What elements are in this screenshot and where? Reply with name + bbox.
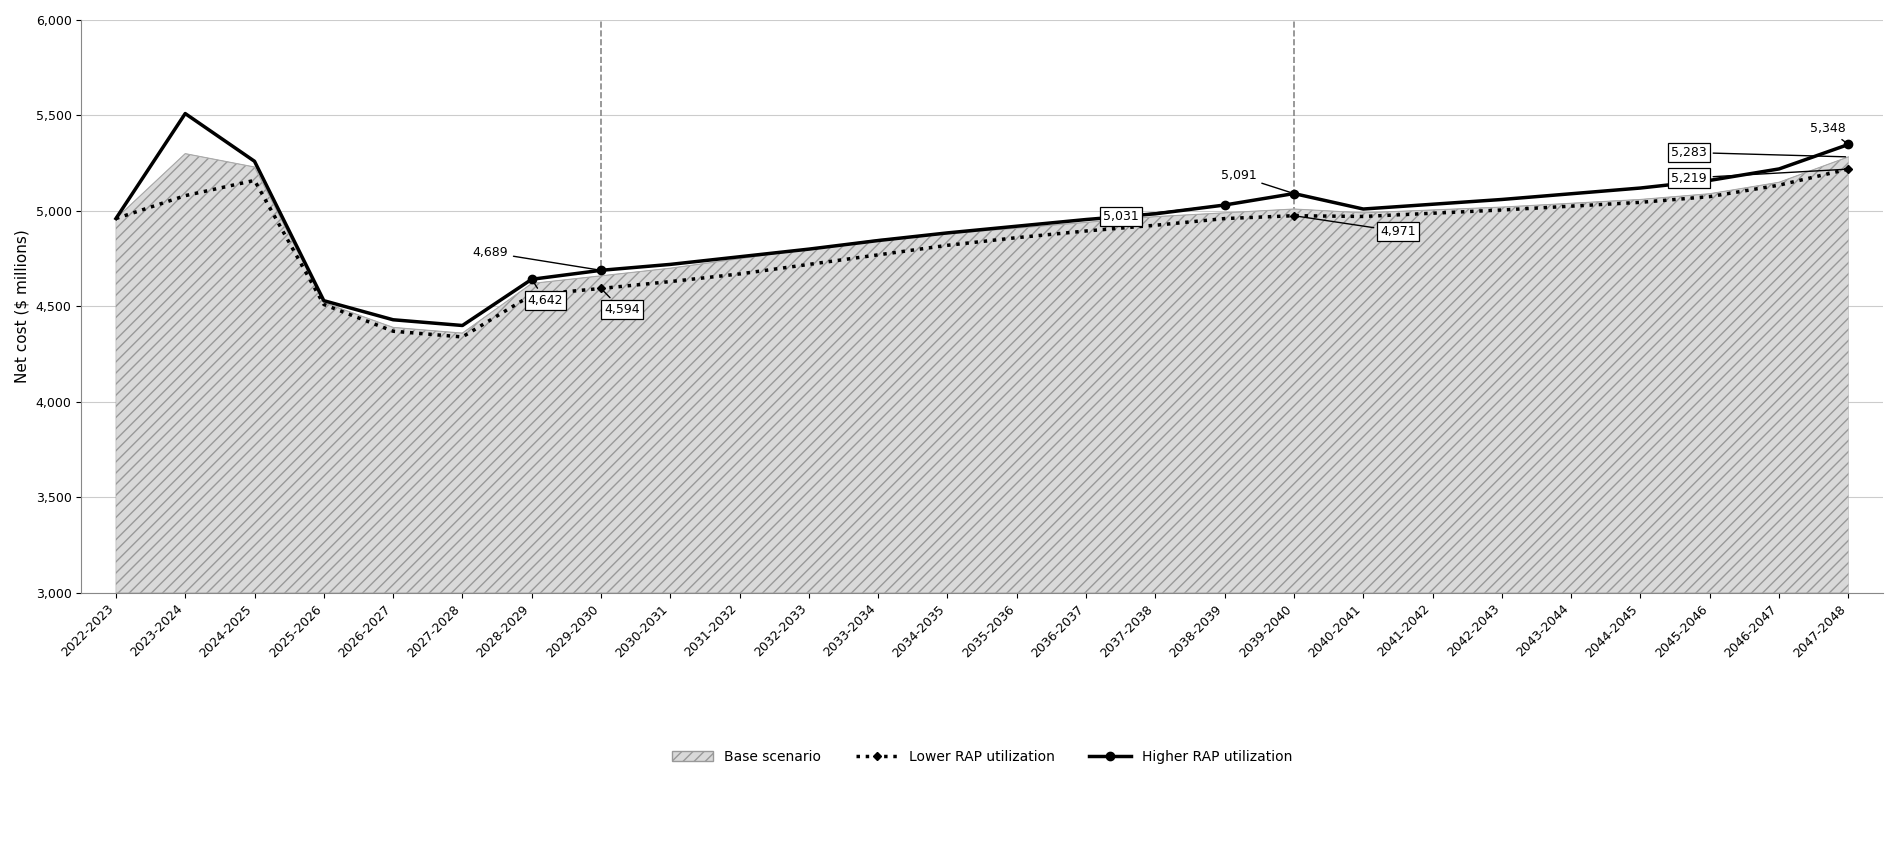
Higher RAP utilization bbox=[175, 109, 197, 119]
Higher RAP utilization bbox=[1006, 221, 1029, 232]
Higher RAP utilization bbox=[520, 274, 543, 285]
Higher RAP utilization bbox=[729, 252, 752, 262]
Lower RAP utilization bbox=[1144, 221, 1167, 231]
Lower RAP utilization bbox=[1006, 232, 1029, 242]
Lower RAP utilization bbox=[590, 284, 613, 294]
Lower RAP utilization bbox=[381, 326, 404, 336]
Lower RAP utilization bbox=[1213, 214, 1236, 224]
Higher RAP utilization bbox=[1351, 204, 1374, 214]
Higher RAP utilization bbox=[1283, 189, 1306, 199]
Lower RAP utilization bbox=[867, 250, 890, 260]
Higher RAP utilization bbox=[243, 157, 266, 167]
Higher RAP utilization bbox=[1767, 164, 1790, 174]
Text: 5,348: 5,348 bbox=[1809, 122, 1847, 143]
Higher RAP utilization bbox=[381, 315, 404, 325]
Text: 4,971: 4,971 bbox=[1296, 216, 1416, 237]
Lower RAP utilization bbox=[659, 276, 681, 286]
Lower RAP utilization bbox=[1767, 180, 1790, 190]
Higher RAP utilization bbox=[1560, 189, 1583, 199]
Line: Lower RAP utilization: Lower RAP utilization bbox=[114, 167, 1851, 339]
Higher RAP utilization bbox=[590, 265, 613, 275]
Lower RAP utilization bbox=[729, 269, 752, 279]
Text: 5,091: 5,091 bbox=[1220, 169, 1291, 193]
Y-axis label: Net cost ($ millions): Net cost ($ millions) bbox=[15, 230, 30, 383]
Lower RAP utilization bbox=[1837, 164, 1860, 174]
Higher RAP utilization bbox=[1699, 175, 1721, 185]
Text: 4,594: 4,594 bbox=[604, 290, 640, 317]
Higher RAP utilization bbox=[797, 244, 820, 254]
Lower RAP utilization bbox=[797, 259, 820, 269]
Higher RAP utilization bbox=[1144, 209, 1167, 219]
Text: 5,031: 5,031 bbox=[1103, 205, 1222, 223]
Text: 4,642: 4,642 bbox=[528, 281, 564, 307]
Higher RAP utilization bbox=[659, 259, 681, 269]
Lower RAP utilization bbox=[1074, 226, 1097, 236]
Higher RAP utilization bbox=[452, 321, 474, 331]
Lower RAP utilization bbox=[520, 290, 543, 300]
Higher RAP utilization bbox=[313, 296, 336, 306]
Lower RAP utilization bbox=[452, 332, 474, 342]
Lower RAP utilization bbox=[1351, 211, 1374, 221]
Lower RAP utilization bbox=[936, 240, 958, 250]
Lower RAP utilization bbox=[1560, 201, 1583, 211]
Higher RAP utilization bbox=[867, 236, 890, 246]
Legend: Base scenario, Lower RAP utilization, Higher RAP utilization: Base scenario, Lower RAP utilization, Hi… bbox=[666, 744, 1298, 769]
Higher RAP utilization bbox=[1074, 215, 1097, 225]
Higher RAP utilization bbox=[936, 228, 958, 238]
Lower RAP utilization bbox=[104, 214, 127, 224]
Lower RAP utilization bbox=[175, 190, 197, 200]
Higher RAP utilization bbox=[104, 214, 127, 224]
Lower RAP utilization bbox=[313, 300, 336, 310]
Text: 5,283: 5,283 bbox=[1670, 146, 1845, 159]
Higher RAP utilization bbox=[1628, 183, 1651, 193]
Higher RAP utilization bbox=[1213, 200, 1236, 210]
Higher RAP utilization bbox=[1490, 195, 1513, 205]
Lower RAP utilization bbox=[1283, 210, 1306, 221]
Lower RAP utilization bbox=[1628, 197, 1651, 207]
Lower RAP utilization bbox=[243, 175, 266, 185]
Lower RAP utilization bbox=[1422, 208, 1444, 218]
Text: 5,219: 5,219 bbox=[1670, 169, 1845, 184]
Higher RAP utilization bbox=[1837, 140, 1860, 150]
Lower RAP utilization bbox=[1699, 192, 1721, 202]
Text: 4,689: 4,689 bbox=[473, 246, 598, 270]
Line: Higher RAP utilization: Higher RAP utilization bbox=[112, 109, 1852, 330]
Higher RAP utilization bbox=[1422, 200, 1444, 210]
Lower RAP utilization bbox=[1490, 205, 1513, 215]
